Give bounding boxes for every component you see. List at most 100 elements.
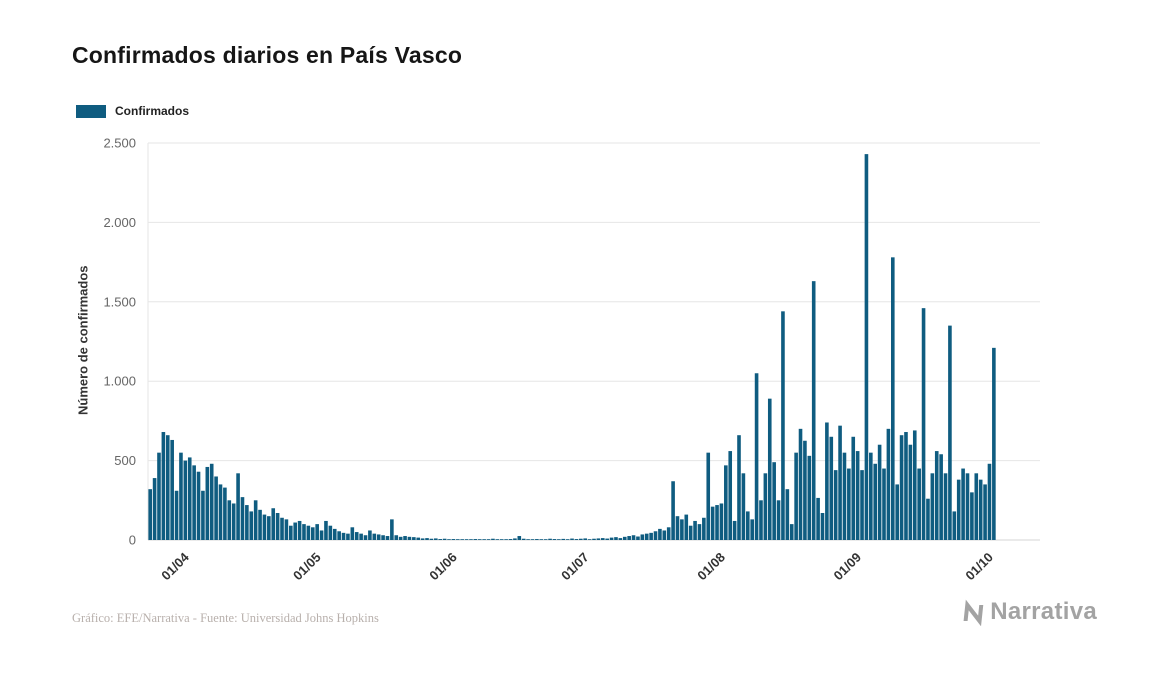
bar	[653, 531, 658, 540]
bar	[772, 462, 776, 540]
bar	[715, 505, 719, 540]
x-tick-label: 01/04	[158, 549, 192, 583]
bar	[376, 534, 381, 540]
y-tick-label: 1.000	[103, 374, 136, 389]
bar	[262, 514, 267, 540]
bar	[412, 537, 416, 540]
bar	[825, 422, 829, 540]
bar	[869, 452, 873, 540]
bar	[315, 524, 319, 540]
bar	[675, 516, 680, 540]
bar	[934, 451, 939, 540]
bar	[407, 536, 412, 540]
bar	[926, 498, 930, 540]
bar	[451, 539, 456, 540]
bar	[275, 513, 280, 540]
bar	[526, 539, 530, 540]
bar	[680, 519, 684, 540]
bar	[948, 325, 952, 540]
bar	[183, 460, 188, 540]
bar	[789, 524, 794, 540]
bar	[209, 463, 214, 540]
narrativa-logo: Narrativa	[959, 598, 1097, 626]
bar	[196, 471, 201, 540]
bar	[750, 519, 754, 540]
chart-title: Confirmados diarios en País Vasco	[72, 42, 463, 68]
bar	[974, 473, 979, 540]
y-tick-label: 2.000	[103, 215, 136, 230]
bar	[864, 154, 869, 540]
bar	[306, 525, 311, 540]
bar	[434, 538, 438, 540]
bar	[636, 536, 640, 540]
bar	[363, 535, 368, 540]
bar	[877, 444, 882, 540]
bar	[438, 539, 443, 540]
bar	[302, 524, 306, 540]
bar	[728, 451, 733, 540]
bar	[908, 444, 913, 540]
bar	[631, 535, 636, 540]
bar	[346, 533, 350, 540]
bar	[477, 539, 482, 540]
bar	[324, 520, 328, 540]
bar	[649, 532, 653, 540]
bar	[622, 536, 627, 540]
bar	[245, 505, 249, 540]
legend-item-confirmados[interactable]: Confirmados	[76, 104, 189, 118]
bar	[745, 511, 750, 540]
bar	[992, 347, 996, 540]
bar	[442, 538, 447, 540]
bar	[644, 533, 649, 540]
bar	[781, 311, 785, 540]
bar	[372, 533, 377, 540]
bar	[710, 506, 715, 540]
x-tick-label: 01/05	[290, 550, 324, 584]
bar	[513, 538, 517, 540]
bar	[192, 465, 196, 540]
y-tick-label: 2.500	[103, 136, 136, 151]
bar	[539, 539, 544, 540]
bar	[240, 497, 245, 540]
bar	[332, 528, 337, 540]
bar	[284, 519, 289, 540]
bar	[271, 508, 276, 540]
bar	[495, 539, 500, 540]
bar	[890, 257, 895, 540]
bar	[289, 525, 293, 540]
bar	[350, 527, 355, 540]
bar	[170, 439, 174, 540]
bar	[460, 539, 464, 540]
bar	[807, 455, 812, 540]
bar	[952, 511, 957, 540]
source-credit: Gráfico: EFE/Narrativa - Fuente: Univers…	[72, 611, 379, 625]
bar	[882, 468, 886, 540]
bar	[702, 517, 706, 540]
bar	[473, 539, 478, 540]
legend-label: Confirmados	[115, 104, 190, 118]
bar	[310, 527, 315, 540]
bar	[970, 492, 974, 540]
bar	[148, 489, 152, 540]
bar	[833, 470, 838, 540]
bar	[359, 533, 363, 540]
x-tick-label: 01/09	[831, 550, 865, 584]
bar	[785, 489, 790, 540]
bar	[829, 436, 834, 540]
bar	[851, 436, 856, 540]
chart-area: 0 500 1.000 1.500 2.000 2.500 01/04 01/05 01/06 0…	[0, 120, 1157, 600]
bar	[570, 538, 574, 540]
bar	[662, 530, 667, 540]
bar	[425, 538, 429, 540]
bar	[693, 520, 697, 540]
bar	[517, 536, 522, 540]
bar	[917, 468, 921, 540]
bar	[640, 534, 645, 540]
bar	[486, 539, 491, 540]
bar	[187, 457, 192, 540]
bar	[583, 538, 588, 540]
bar	[754, 373, 759, 540]
bar	[724, 465, 728, 540]
bar	[236, 473, 240, 540]
